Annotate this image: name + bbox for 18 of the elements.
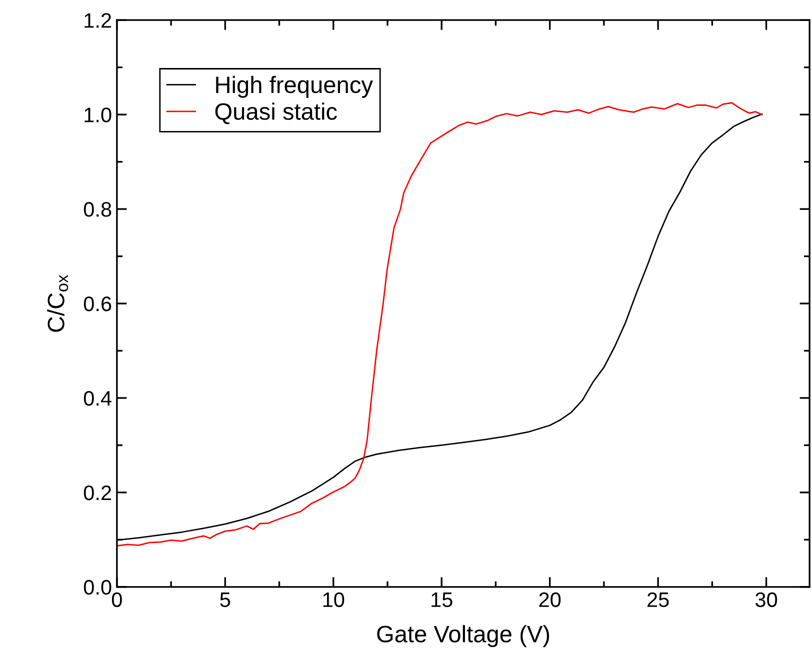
y-tick-label: 1.2 <box>84 13 112 28</box>
x-tick-label: 5 <box>220 592 230 608</box>
x-axis-title: Gate Voltage (V) <box>377 625 550 648</box>
y-axis-title: C/C$_{ox}$ <box>47 274 68 332</box>
y-tick-label: 1.0 <box>84 108 112 122</box>
x-tick-label: 10 <box>323 592 344 608</box>
y-tick-label: 0.4 <box>84 390 112 406</box>
legend-label: High frequency <box>216 76 373 98</box>
x-tick-label: 30 <box>755 592 778 608</box>
y-tick-label: 0.0 <box>84 580 112 595</box>
y-tick-label: 0.2 <box>84 485 112 500</box>
y-tick-label: 0.6 <box>84 296 112 312</box>
x-tick-label: 15 <box>432 592 452 608</box>
legend-label: Quasi static <box>215 102 337 124</box>
y-tick-label: 0.8 <box>84 202 112 217</box>
x-tick-label: 20 <box>539 592 561 608</box>
x-tick-label: 0 <box>112 592 122 608</box>
x-tick-label: 25 <box>648 592 669 608</box>
